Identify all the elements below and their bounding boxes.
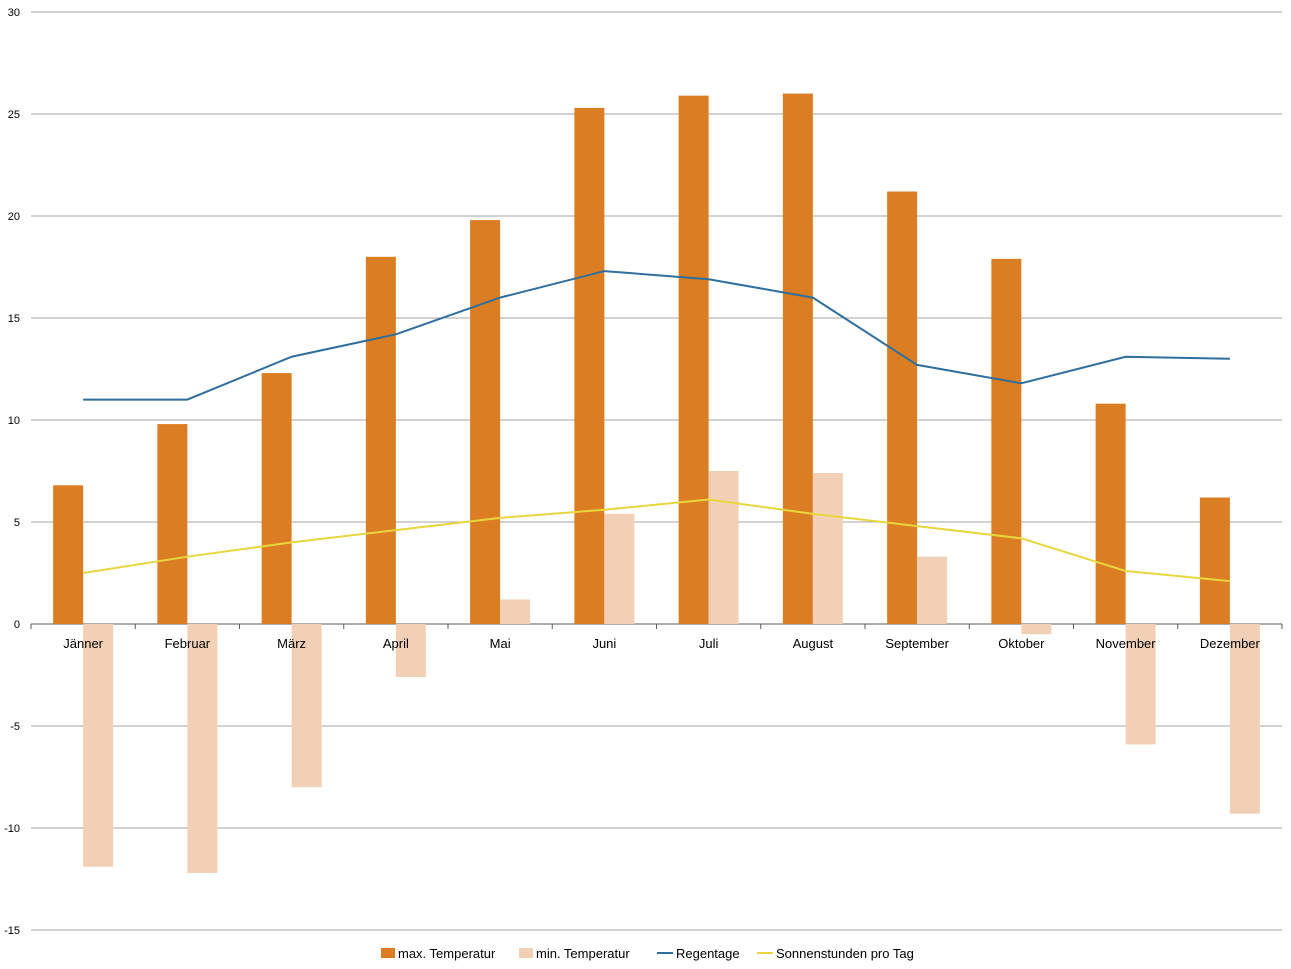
legend-label: max. Temperatur — [398, 946, 496, 961]
category-label: Dezember — [1200, 636, 1261, 651]
y-tick-label: 15 — [8, 313, 20, 325]
category-label: Februar — [165, 636, 211, 651]
bar-min-temperature — [708, 471, 739, 624]
bar-max-temperature — [1199, 497, 1230, 624]
bar-max-temperature — [678, 95, 709, 624]
category-label: Juni — [592, 636, 616, 651]
bars — [53, 93, 1260, 873]
category-label: Juli — [699, 636, 719, 651]
bar-max-temperature — [157, 424, 188, 624]
category-label: November — [1096, 636, 1157, 651]
legend-label: Sonnenstunden pro Tag — [776, 946, 914, 961]
bar-min-temperature — [291, 624, 322, 788]
bar-max-temperature — [887, 191, 918, 624]
legend-label: min. Temperatur — [536, 946, 630, 961]
bar-min-temperature — [83, 624, 114, 867]
legend: max. Temperatur min. Temperatur Regentage S… — [381, 946, 914, 961]
line-regentage — [83, 270, 1230, 401]
bar-min-temperature — [1021, 624, 1052, 635]
y-tick-label: -15 — [4, 925, 20, 937]
category-label: Oktober — [998, 636, 1045, 651]
legend-swatch — [381, 948, 395, 958]
bar-min-temperature — [500, 599, 531, 624]
y-tick-label: -10 — [4, 823, 20, 835]
y-tick-label: 20 — [8, 211, 20, 223]
category-label: September — [885, 636, 949, 651]
bar-min-temperature — [187, 624, 218, 873]
bar-max-temperature — [991, 258, 1022, 624]
bar-max-temperature — [470, 220, 501, 624]
category-label: Jänner — [63, 636, 103, 651]
category-label: Mai — [490, 636, 511, 651]
y-tick-label: -5 — [10, 721, 20, 733]
category-label: August — [793, 636, 834, 651]
category-label: März — [277, 636, 306, 651]
bar-min-temperature — [1125, 624, 1156, 745]
bar-max-temperature — [53, 485, 84, 624]
y-axis-tick-labels: -15 -10 -5 0 5 10 15 20 25 30 — [4, 7, 20, 937]
bar-min-temperature — [1229, 624, 1260, 814]
y-tick-label: 10 — [8, 415, 20, 427]
bar-min-temperature — [917, 556, 948, 624]
y-tick-label: 30 — [8, 7, 20, 19]
bar-max-temperature — [365, 256, 396, 624]
line-sonnenstunden — [82, 498, 1230, 583]
x-axis-category-labels: Jänner Februar März April Mai Juni Juli August S… — [63, 636, 1260, 651]
y-tick-label: 5 — [14, 517, 20, 529]
gridlines — [30, 11, 1283, 931]
bar-min-temperature — [604, 513, 635, 624]
bar-max-temperature — [574, 107, 605, 624]
bar-min-temperature — [395, 624, 426, 678]
y-tick-label: 0 — [14, 619, 20, 631]
legend-swatch — [519, 948, 533, 958]
category-label: April — [383, 636, 409, 651]
bar-max-temperature — [261, 373, 292, 624]
lines — [82, 270, 1230, 583]
y-tick-label: 25 — [8, 109, 20, 121]
bar-max-temperature — [782, 93, 813, 625]
bar-min-temperature — [812, 473, 843, 624]
legend-label: Regentage — [676, 946, 740, 961]
bar-max-temperature — [1095, 403, 1126, 624]
